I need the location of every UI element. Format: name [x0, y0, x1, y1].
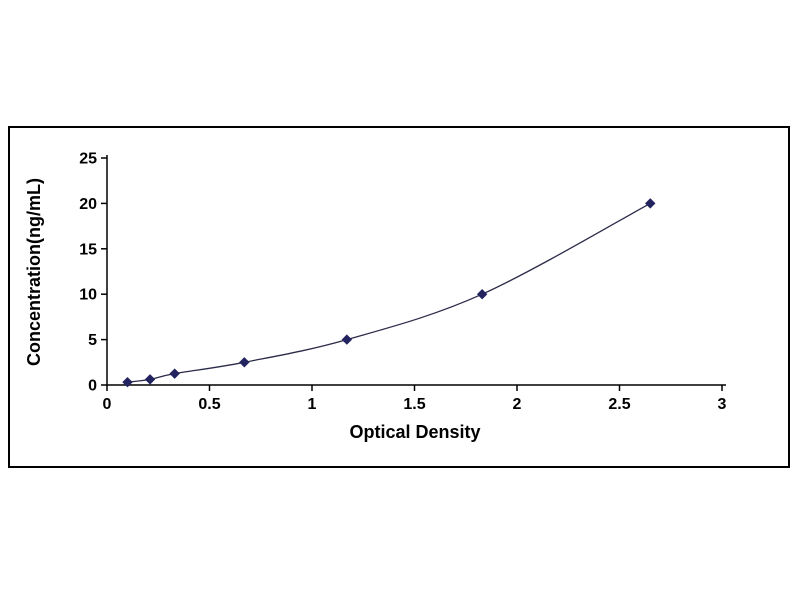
- plot-layer: 0 0.5 1 1.5 2 2.5 3 0 5 10 15 20 25: [79, 151, 726, 414]
- x-tick-label: 3: [718, 396, 727, 413]
- data-point-marker: [144, 374, 156, 385]
- y-tick-label: 25: [79, 151, 97, 168]
- y-tick-label: 20: [79, 196, 97, 213]
- chart-frame: 0 0.5 1 1.5 2 2.5 3 0 5 10 15 20 25 Optical Density …: [8, 126, 790, 468]
- y-axis-title: Concentration(ng/mL): [24, 178, 44, 366]
- data-point-marker: [645, 198, 656, 209]
- x-tick-label: 0: [103, 396, 112, 413]
- x-tick-label: 2.5: [608, 396, 630, 413]
- data-point-marker: [122, 376, 133, 388]
- y-tick-label: 15: [79, 241, 97, 258]
- x-tick-label: 1.5: [403, 396, 425, 413]
- x-tick-label: 1: [308, 396, 317, 413]
- series-line: [127, 202, 651, 383]
- y-tick-label: 0: [88, 378, 97, 395]
- data-point-marker: [341, 334, 353, 345]
- data-point-marker: [169, 368, 180, 379]
- y-tick-label: 5: [88, 332, 97, 349]
- y-tick-label: 10: [79, 287, 97, 304]
- x-axis-title: Optical Density: [349, 422, 480, 442]
- data-point-marker: [476, 288, 488, 300]
- x-tick-label: 0.5: [198, 396, 220, 413]
- x-tick-label: 2: [513, 396, 522, 413]
- data-point-marker: [239, 357, 250, 368]
